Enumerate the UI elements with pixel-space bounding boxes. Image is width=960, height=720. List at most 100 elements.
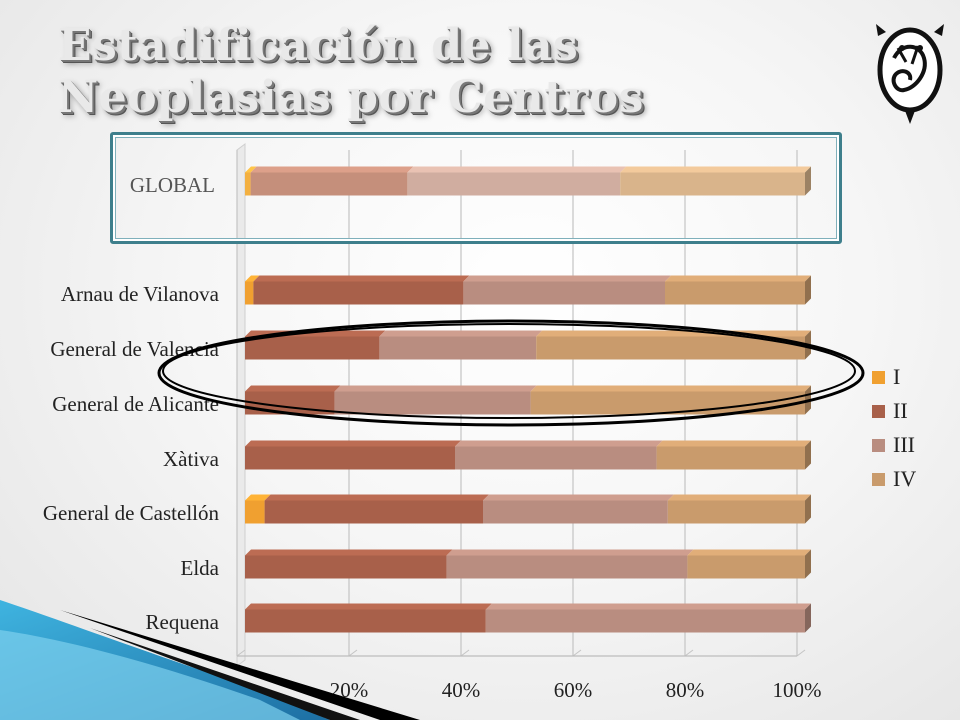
bar-front-face	[483, 500, 668, 524]
bar-front-face	[536, 336, 805, 360]
bar-front-face	[455, 446, 657, 470]
bars	[245, 166, 811, 633]
legend-item-IV: IV	[872, 462, 916, 496]
bar-front-face	[245, 281, 254, 305]
bar-segment-II	[245, 603, 492, 633]
bar-side-face	[805, 549, 811, 579]
category-label: Arnau de Vilanova	[61, 282, 220, 306]
bar-side-face	[805, 275, 811, 305]
bar-front-face	[687, 555, 805, 579]
bar-segment-I	[245, 494, 271, 524]
legend-label: IV	[893, 466, 917, 491]
bar-segment-III	[483, 494, 674, 524]
bar-segment-III	[379, 330, 543, 360]
bar-segment-III	[463, 275, 671, 305]
bar-top-face	[245, 603, 492, 610]
grid-line-depth	[572, 649, 582, 657]
category-label: Xàtiva	[163, 447, 220, 471]
x-tick-labels: 0%20%40%60%80%100%	[223, 678, 822, 702]
society-logo	[876, 24, 944, 124]
bar-side-face	[805, 440, 811, 470]
bar-front-face	[245, 500, 265, 524]
bar-front-face	[407, 172, 621, 196]
bar-top-face	[245, 549, 453, 556]
bar-front-face	[245, 172, 251, 196]
bar-front-face	[250, 172, 408, 196]
bar-segment-II	[250, 166, 414, 196]
bar-top-face	[245, 385, 341, 392]
bar-front-face	[334, 391, 531, 415]
bar-segment-IV	[530, 385, 811, 415]
bar-segment-II	[264, 494, 489, 524]
x-tick-label: 40%	[442, 678, 481, 702]
bar-front-face	[485, 609, 805, 633]
bar-side-face	[805, 603, 811, 633]
grid-line-depth	[684, 649, 694, 657]
bar-top-face	[245, 275, 260, 282]
bar-top-face	[656, 440, 811, 447]
bar-front-face	[245, 555, 447, 579]
bar-top-face	[483, 494, 674, 501]
category-label: GLOBAL	[130, 173, 215, 197]
bar-top-face	[687, 549, 811, 556]
category-label: Elda	[181, 556, 220, 580]
bar-front-face	[665, 281, 805, 305]
bar-front-face	[245, 609, 486, 633]
grid-line-depth	[460, 649, 470, 657]
bar-front-face	[530, 391, 805, 415]
bar-segment-I	[245, 166, 257, 196]
bar-segment-IV	[665, 275, 811, 305]
slide-title: Estadificación de las Neoplasias por Cen…	[58, 20, 644, 123]
legend: I II III IV	[872, 360, 916, 496]
bar-top-face	[250, 166, 414, 173]
bar-front-face	[245, 336, 380, 360]
legend-label: III	[893, 432, 915, 457]
bar-top-face	[463, 275, 671, 282]
legend-swatch	[872, 472, 885, 486]
bar-top-face	[245, 166, 257, 173]
x-tick-label: 60%	[554, 678, 593, 702]
bar-top-face	[245, 440, 461, 447]
bar-front-face	[245, 446, 455, 470]
bar-segment-III	[455, 440, 663, 470]
category-label: Requena	[146, 610, 220, 634]
bar-top-face	[620, 166, 811, 173]
bar-segment-IV	[656, 440, 811, 470]
grid-line-depth	[236, 649, 246, 657]
bar-front-face	[379, 336, 537, 360]
grid-line-depth	[348, 649, 358, 657]
bar-segment-III	[407, 166, 627, 196]
bar-top-face	[245, 494, 271, 501]
highlight-ellipse-outer	[157, 319, 865, 427]
bar-segment-IV	[620, 166, 811, 196]
x-tick-label: 100%	[773, 678, 822, 702]
bar-top-face	[446, 549, 694, 556]
bar-front-face	[463, 281, 665, 305]
bar-segment-I	[245, 275, 260, 305]
bar-front-face	[446, 555, 688, 579]
bar-top-face	[455, 440, 663, 447]
bar-top-face	[485, 603, 811, 610]
highlight-ellipse	[157, 319, 865, 427]
legend-item-III: III	[872, 428, 916, 462]
legend-item-I: I	[872, 360, 916, 394]
bar-front-face	[656, 446, 805, 470]
bar-segment-IV	[687, 549, 811, 579]
category-labels: GLOBAL Arnau de Vilanova General de Valenc…	[43, 173, 220, 634]
bar-top-face	[407, 166, 627, 173]
legend-label: I	[893, 364, 901, 389]
bar-segment-II	[245, 440, 461, 470]
bar-top-face	[530, 385, 811, 392]
category-label: General de Valencia	[50, 337, 219, 361]
bar-top-face	[264, 494, 489, 501]
highlight-ellipse-inner	[162, 323, 856, 419]
category-label: General de Castellón	[43, 501, 220, 525]
legend-swatch	[872, 370, 885, 384]
grid-line-depth	[796, 649, 806, 657]
bar-top-face	[379, 330, 543, 337]
legend-swatch	[872, 438, 885, 452]
bar-front-face	[264, 500, 483, 524]
legend-item-II: II	[872, 394, 916, 428]
